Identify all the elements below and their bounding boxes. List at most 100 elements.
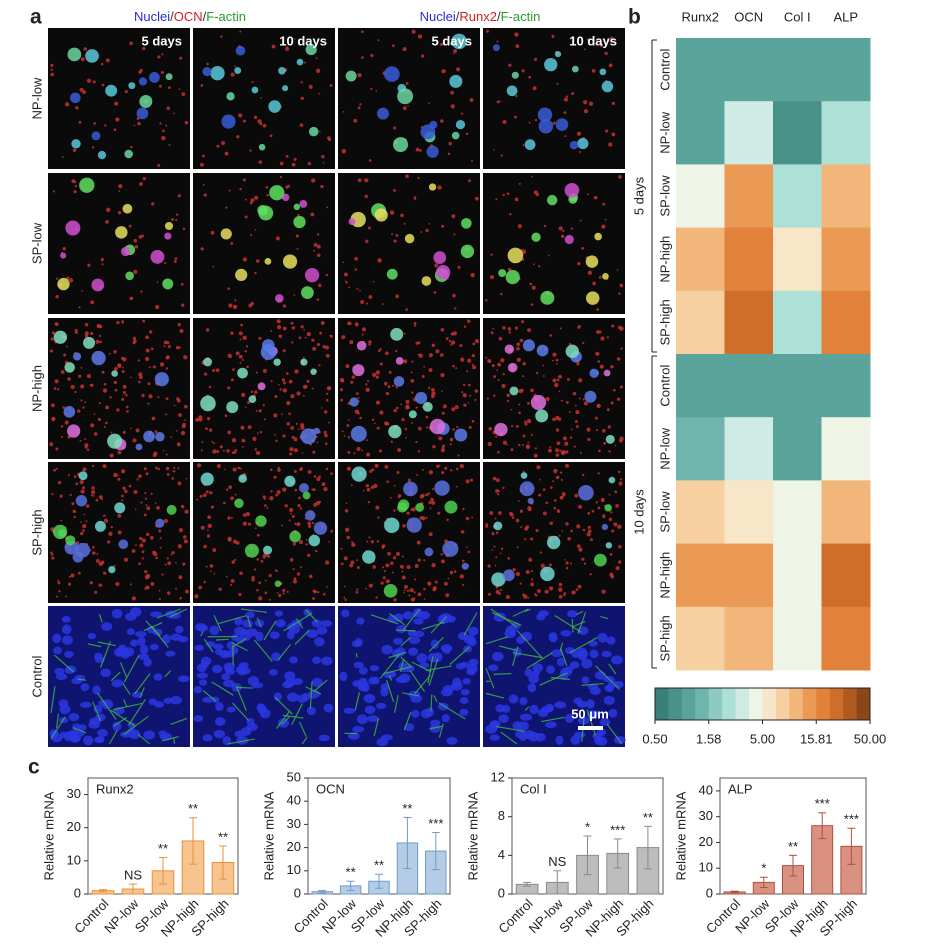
marker-dot: [405, 174, 409, 179]
nucleus: [451, 681, 463, 691]
marker-dot: [554, 382, 559, 388]
marker-dot: [379, 362, 383, 366]
marker-dot: [175, 587, 177, 590]
nucleus: [569, 661, 580, 669]
marker-dot: [462, 393, 467, 398]
actin-fiber: [309, 681, 313, 709]
stain-part: F-actin: [206, 9, 246, 24]
marker-dot: [415, 406, 418, 409]
marker-dot: [255, 409, 258, 412]
marker-dot: [615, 565, 620, 571]
nucleus: [610, 655, 623, 665]
actin-fiber: [108, 729, 118, 745]
marker-dot: [241, 392, 246, 398]
marker-dot: [431, 500, 436, 505]
actin-fiber: [123, 654, 140, 683]
nucleus: [459, 696, 469, 704]
marker-dot: [616, 397, 621, 401]
cell: [107, 433, 123, 449]
marker-dot: [118, 190, 121, 192]
marker-dot: [555, 358, 559, 362]
marker-dot: [555, 476, 559, 480]
marker-dot: [290, 394, 295, 399]
actin-fiber: [247, 616, 252, 628]
marker-dot: [431, 387, 435, 392]
marker-dot: [56, 277, 59, 280]
marker-dot: [316, 233, 320, 236]
marker-dot: [468, 425, 472, 429]
marker-dot: [427, 581, 432, 586]
marker-dot: [117, 363, 122, 368]
marker-dot: [389, 496, 392, 499]
actin-fiber: [50, 686, 56, 714]
marker-dot: [507, 557, 511, 560]
marker-dot: [325, 398, 329, 402]
marker-dot: [122, 430, 126, 434]
marker-dot: [269, 496, 274, 501]
marker-dot: [289, 507, 294, 512]
marker-dot: [340, 398, 344, 402]
marker-dot: [596, 403, 601, 409]
marker-dot: [198, 415, 203, 420]
nucleus: [242, 619, 253, 628]
actin-fiber: [485, 667, 495, 689]
cell: [268, 100, 281, 113]
marker-dot: [135, 428, 140, 433]
marker-dot: [559, 495, 564, 500]
marker-dot: [448, 339, 452, 343]
nucleus: [214, 717, 226, 726]
marker-dot: [518, 411, 521, 415]
marker-dot: [468, 383, 471, 387]
marker-dot: [604, 51, 608, 55]
cell: [397, 499, 410, 511]
error-bar: [189, 817, 197, 865]
nucleus: [314, 637, 325, 647]
marker-dot: [96, 552, 99, 555]
marker-dot: [232, 539, 238, 544]
marker-dot: [273, 475, 277, 479]
marker-dot: [142, 47, 146, 51]
marker-dot: [461, 391, 464, 394]
marker-dot: [293, 469, 297, 473]
marker-dot: [565, 400, 569, 404]
marker-dot: [364, 194, 368, 199]
cell: [415, 503, 424, 512]
marker-dot: [314, 549, 318, 553]
marker-dot: [571, 590, 576, 595]
marker-dot: [82, 90, 87, 95]
nucleus: [498, 714, 509, 724]
marker-dot: [100, 257, 104, 262]
marker-dot: [238, 331, 243, 336]
nucleus: [213, 643, 224, 650]
marker-dot: [417, 592, 422, 597]
marker-dot: [279, 388, 282, 391]
marker-dot: [302, 394, 305, 397]
nucleus: [489, 720, 501, 728]
marker-dot: [205, 490, 209, 494]
marker-dot: [530, 303, 534, 306]
actin-fiber: [463, 612, 478, 636]
marker-dot: [130, 145, 133, 149]
marker-dot: [282, 381, 287, 385]
marker-dot: [391, 44, 395, 48]
marker-dot: [584, 48, 586, 51]
marker-dot: [341, 430, 344, 433]
marker-dot: [582, 398, 585, 401]
marker-dot: [96, 323, 101, 328]
marker-dot: [263, 497, 266, 500]
cell: [434, 480, 450, 496]
nucleus: [92, 685, 101, 695]
heatmap-cell: [773, 227, 822, 292]
marker-dot: [250, 234, 253, 237]
marker-dot: [421, 468, 424, 471]
cell: [244, 543, 259, 558]
marker-dot: [125, 405, 129, 409]
nucleus: [165, 650, 176, 657]
marker-dot: [451, 407, 456, 412]
nucleus: [554, 701, 567, 709]
marker-dot: [320, 184, 324, 189]
marker-dot: [405, 399, 410, 404]
nucleus: [527, 683, 537, 693]
cell: [404, 233, 415, 244]
actin-fiber: [499, 645, 517, 651]
